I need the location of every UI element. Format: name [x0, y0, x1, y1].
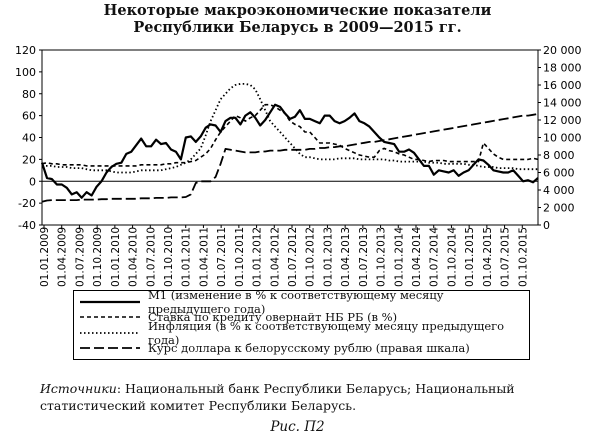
x-tick-label: 01.10.2011: [234, 227, 246, 287]
x-tick-label: 01.04.2014: [411, 227, 423, 287]
x-tick-label: 01.10.2009: [92, 227, 104, 287]
x-tick-label: 01.01.2013: [322, 227, 334, 287]
right-tick-label: 16 000: [543, 79, 582, 92]
right-tick-label: 14 000: [543, 97, 582, 110]
series-m1: [40, 103, 539, 199]
x-tick-label: 01.10.2012: [305, 227, 317, 287]
left-tick-label: 120: [15, 44, 36, 57]
x-tick-label: 01.07.2009: [74, 227, 86, 287]
x-tick-label: 01.10.2013: [376, 227, 388, 287]
x-tick-label: 01.01.2009: [39, 227, 51, 287]
legend-item-inflation: Инфляция (в % к соответствующему месяцу …: [80, 319, 529, 347]
right-tick-label: 10 000: [543, 132, 582, 145]
legend-label-m1: М1 (изменение в % к соответствующему мес…: [148, 287, 444, 316]
x-tick-label: 01.04.2013: [340, 227, 352, 287]
x-tick-label: 01.01.2010: [110, 227, 122, 287]
x-tick-label: 01.07.2012: [287, 227, 299, 287]
series-usd-rate: [41, 113, 539, 203]
right-tick-label: 4 000: [543, 184, 575, 197]
figure-caption: Рис. П2: [270, 419, 325, 435]
series-inflation: [42, 83, 538, 174]
x-tick-label: 01.07.2014: [429, 227, 441, 287]
x-tick-label: 01.07.2013: [358, 227, 370, 287]
left-tick-label: -40: [18, 219, 36, 232]
x-tick-label: 01.01.2015: [464, 227, 476, 287]
chart-title-line1: Некоторые макроэкономические показатели: [103, 2, 492, 19]
sources-note: Источники: Национальный банк Республики …: [40, 380, 588, 414]
x-tick-label: 01.04.2010: [128, 227, 140, 287]
x-tick-label: 01.04.2015: [482, 227, 494, 287]
x-tick-label: 01.04.2012: [269, 227, 281, 287]
x-tick-label: 01.07.2011: [216, 227, 228, 287]
x-tick-label: 01.01.2011: [181, 227, 193, 287]
right-tick-label: 0: [543, 219, 550, 232]
legend-label-usd-rate: Курс доллара к белорусскому рублю (права…: [148, 341, 470, 356]
right-tick-label: 6 000: [543, 167, 575, 180]
right-tick-label: 8 000: [543, 149, 575, 162]
chart-title-line2: Республики Беларусь в 2009—2015 гг.: [133, 19, 462, 36]
right-tick-label: 20 000: [543, 44, 582, 57]
legend-label-inflation: Инфляция (в % к соответствующему месяцу …: [148, 318, 505, 347]
x-tick-label: 01.04.2009: [57, 227, 69, 287]
series-overnight-rate: [41, 103, 539, 167]
legend-label-overnight-rate: Ставка по кредиту овернайт НБ РБ (в %): [148, 310, 398, 325]
left-tick-label: 20: [22, 153, 36, 166]
left-tick-label: 40: [22, 132, 36, 145]
left-tick-label: 100: [15, 66, 36, 79]
x-tick-label: 01.04.2011: [198, 227, 210, 287]
left-tick-label: 60: [22, 110, 36, 123]
legend-item-m1: М1 (изменение в % к соответствующему мес…: [80, 288, 529, 316]
left-tick-label: -20: [18, 197, 36, 210]
legend-item-overnight-rate: Ставка по кредиту овернайт НБ РБ (в %): [80, 310, 529, 326]
x-tick-label: 01.01.2012: [252, 227, 264, 287]
x-tick-label: 01.01.2014: [393, 227, 405, 287]
chart-legend: М1 (изменение в % к соответствующему мес…: [73, 288, 530, 360]
x-tick-label: 01.10.2014: [446, 227, 458, 287]
legend-item-usd-rate: Курс доллара к белорусскому рублю (права…: [80, 341, 529, 357]
x-tick-label: 01.07.2010: [145, 227, 157, 287]
right-tick-label: 18 000: [543, 62, 582, 75]
x-tick-label: 01.10.2010: [163, 227, 175, 287]
sources-label: Источники: [40, 381, 117, 396]
left-tick-label: 80: [22, 88, 36, 101]
x-tick-label: 01.07.2015: [500, 227, 512, 287]
left-tick-label: 0: [29, 175, 36, 188]
sources-text: : Национальный банк Республики Беларусь;…: [40, 381, 515, 413]
x-tick-label: 01.10.2015: [517, 227, 529, 287]
right-tick-label: 2 000: [543, 202, 575, 215]
right-tick-label: 12 000: [543, 114, 582, 127]
